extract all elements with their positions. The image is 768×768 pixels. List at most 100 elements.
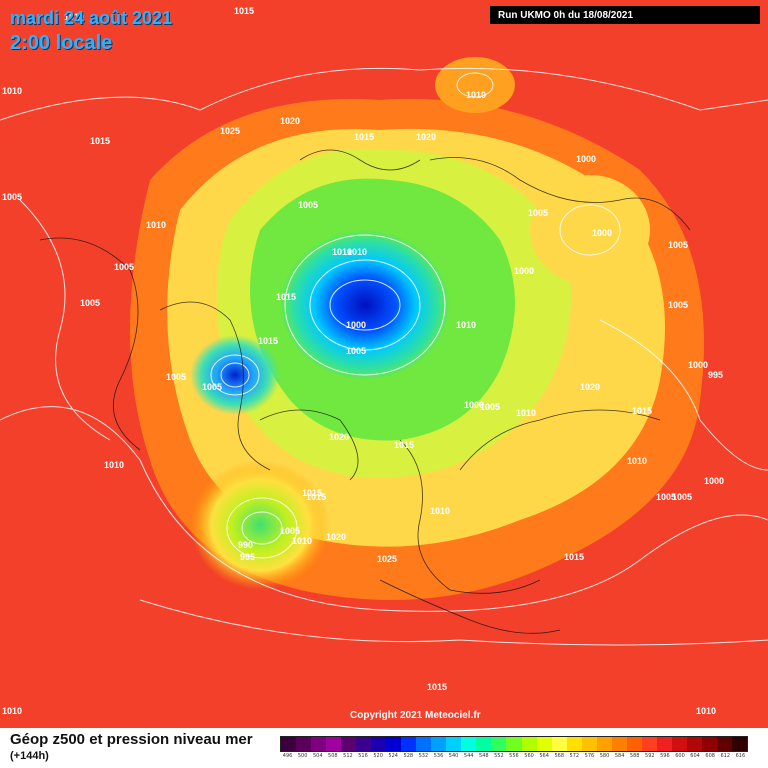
pressure-label: 1005 [166, 372, 186, 382]
legend-tick: 512 [343, 753, 353, 759]
pressure-label: 1005 [2, 192, 22, 202]
pressure-label: 1015 [90, 136, 110, 146]
map-legend-footer: Géop z500 et pression niveau mer (+144h)… [0, 728, 768, 768]
legend-swatch [596, 737, 612, 751]
legend-tick: 540 [448, 753, 459, 759]
legend-swatch [296, 737, 312, 751]
legend-tick: 580 [599, 753, 610, 759]
pressure-label: 1000 [514, 266, 534, 276]
legend-tick: 600 [675, 753, 685, 759]
pressure-label: 995 [240, 552, 255, 562]
pressure-label: 1010 [64, 12, 84, 22]
pressure-label: 990 [238, 540, 253, 550]
legend-title: Géop z500 et pression niveau mer [10, 731, 253, 748]
pressure-label: 1015 [302, 488, 322, 498]
siberian-ridge [530, 175, 650, 285]
legend-swatch [401, 737, 417, 751]
legend-swatch [311, 737, 327, 751]
pressure-label: 1015 [564, 552, 584, 562]
legend-tick: 604 [690, 753, 700, 759]
pressure-label: 1005 [480, 402, 500, 412]
legend-swatch [386, 737, 402, 751]
legend-swatch [566, 737, 582, 751]
legend-tick: 548 [478, 753, 489, 759]
pressure-label: 1010 [146, 220, 166, 230]
pressure-label: 1010 [430, 506, 450, 516]
legend-swatch [431, 737, 447, 751]
legend-color-bar [280, 736, 748, 752]
legend-tick: 608 [705, 753, 715, 759]
coastlines [39, 149, 691, 634]
legend-tick: 496 [282, 753, 293, 759]
pressure-label: 1005 [298, 200, 318, 210]
legend-swatch [611, 737, 627, 751]
pressure-label: 1005 [672, 492, 692, 502]
pressure-label: 1005 [280, 526, 300, 536]
legend-swatch [476, 737, 492, 751]
pressure-label: 1010 [332, 247, 352, 257]
pressure-label: 1005 [528, 208, 548, 218]
legend-swatch [506, 737, 522, 751]
legend-swatch [356, 737, 372, 751]
pressure-label: 1000 [464, 400, 484, 410]
forecast-local-time: 2:00 locale [10, 32, 113, 54]
legend-tick: 592 [645, 753, 655, 759]
legend-tick: 508 [328, 753, 338, 759]
legend-tick: 576 [584, 753, 595, 759]
legend-tick: 544 [463, 753, 474, 759]
legend-swatch [341, 737, 357, 751]
legend-swatch [551, 737, 567, 751]
legend-swatch [521, 737, 537, 751]
pressure-label: 1010 [456, 320, 476, 330]
forecast-lead-time: (+144h) [10, 750, 49, 762]
pressure-label: 1025 [220, 126, 240, 136]
legend-swatch [641, 737, 657, 751]
isobars [0, 67, 768, 646]
model-run-info: Run UKMO 0h du 18/08/2021 [490, 6, 760, 24]
legend-tick: 564 [539, 753, 549, 759]
pressure-label: 1020 [580, 382, 600, 392]
legend-swatch [686, 737, 702, 751]
pressure-label: 1020 [416, 132, 436, 142]
north-pocket [435, 57, 515, 113]
legend-tick: 528 [403, 753, 414, 759]
forecast-date: mardi 24 août 2021 [10, 8, 173, 28]
legend-swatch [581, 737, 597, 751]
pressure-label: 1010 [2, 706, 22, 716]
legend-swatch [281, 737, 297, 751]
legend-swatch [326, 737, 342, 751]
legend-tick: 504 [312, 753, 323, 759]
pressure-label: 1015 [354, 132, 374, 142]
legend-tick: 572 [569, 753, 580, 759]
pressure-label: 1015 [427, 682, 447, 692]
pressure-label: 1000 [592, 228, 612, 238]
pressure-label: 1015 [306, 492, 326, 502]
pressure-label: 1020 [326, 532, 346, 542]
pressure-label: 1000 [704, 476, 724, 486]
legend-tick: 596 [660, 753, 670, 759]
legend-tick: 616 [735, 753, 746, 759]
legend-tick: 552 [494, 753, 504, 759]
pressure-label: 1010 [292, 536, 312, 546]
pressure-label: 1010 [2, 86, 22, 96]
pressure-label: 1015 [234, 6, 254, 16]
pressure-label: 1010 [347, 247, 367, 257]
legend-tick: 520 [373, 753, 383, 759]
legend-swatch [731, 737, 747, 751]
pressure-label: 1005 [668, 240, 688, 250]
pressure-label: 1010 [696, 706, 716, 716]
pressure-label: 1005 [656, 492, 676, 502]
pressure-label: 1000 [576, 154, 596, 164]
pressure-label: 1010 [104, 460, 124, 470]
legend-tick: 612 [720, 753, 731, 759]
legend-tick: 568 [554, 753, 564, 759]
legend-swatch [371, 737, 387, 751]
pressure-label: 1020 [280, 116, 300, 126]
pressure-label: 1015 [632, 406, 652, 416]
legend-swatch [716, 737, 732, 751]
pressure-label: 1005 [346, 346, 366, 356]
legend-swatch [701, 737, 717, 751]
pressure-label: 1010 [516, 408, 536, 418]
